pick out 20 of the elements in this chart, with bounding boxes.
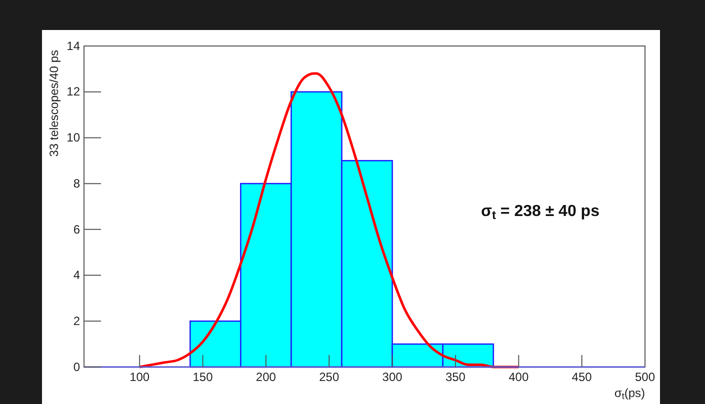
- y-tick-label: 2: [73, 314, 80, 328]
- y-tick-label: 8: [73, 176, 80, 190]
- x-tick-label: 200: [256, 370, 276, 384]
- y-axis-title: 33 telescopes/40 ps: [47, 50, 61, 157]
- y-tick-label: 10: [66, 130, 80, 145]
- y-tick-label: 14: [66, 38, 80, 53]
- y-tick-label: 4: [73, 268, 80, 282]
- x-tick-label: 500: [634, 370, 656, 384]
- x-tick-label: 400: [508, 370, 529, 384]
- y-tick-label: 12: [66, 84, 80, 99]
- y-tick-label: 6: [73, 222, 80, 236]
- annotation: σ$_{t}$ = 238 ± 40 ps: [481, 203, 600, 222]
- x-tick-label: 350: [445, 370, 466, 384]
- x-axis-title: σ$_{t}$(ps): [614, 386, 645, 402]
- x-tick-label: 300: [382, 370, 403, 384]
- x-tick-label: 150: [192, 370, 214, 384]
- x-tick-label: 250: [319, 370, 340, 384]
- y-tick-label: 0: [73, 360, 80, 374]
- x-tick-label: 450: [572, 370, 592, 384]
- x-tick-label: 100: [130, 370, 150, 384]
